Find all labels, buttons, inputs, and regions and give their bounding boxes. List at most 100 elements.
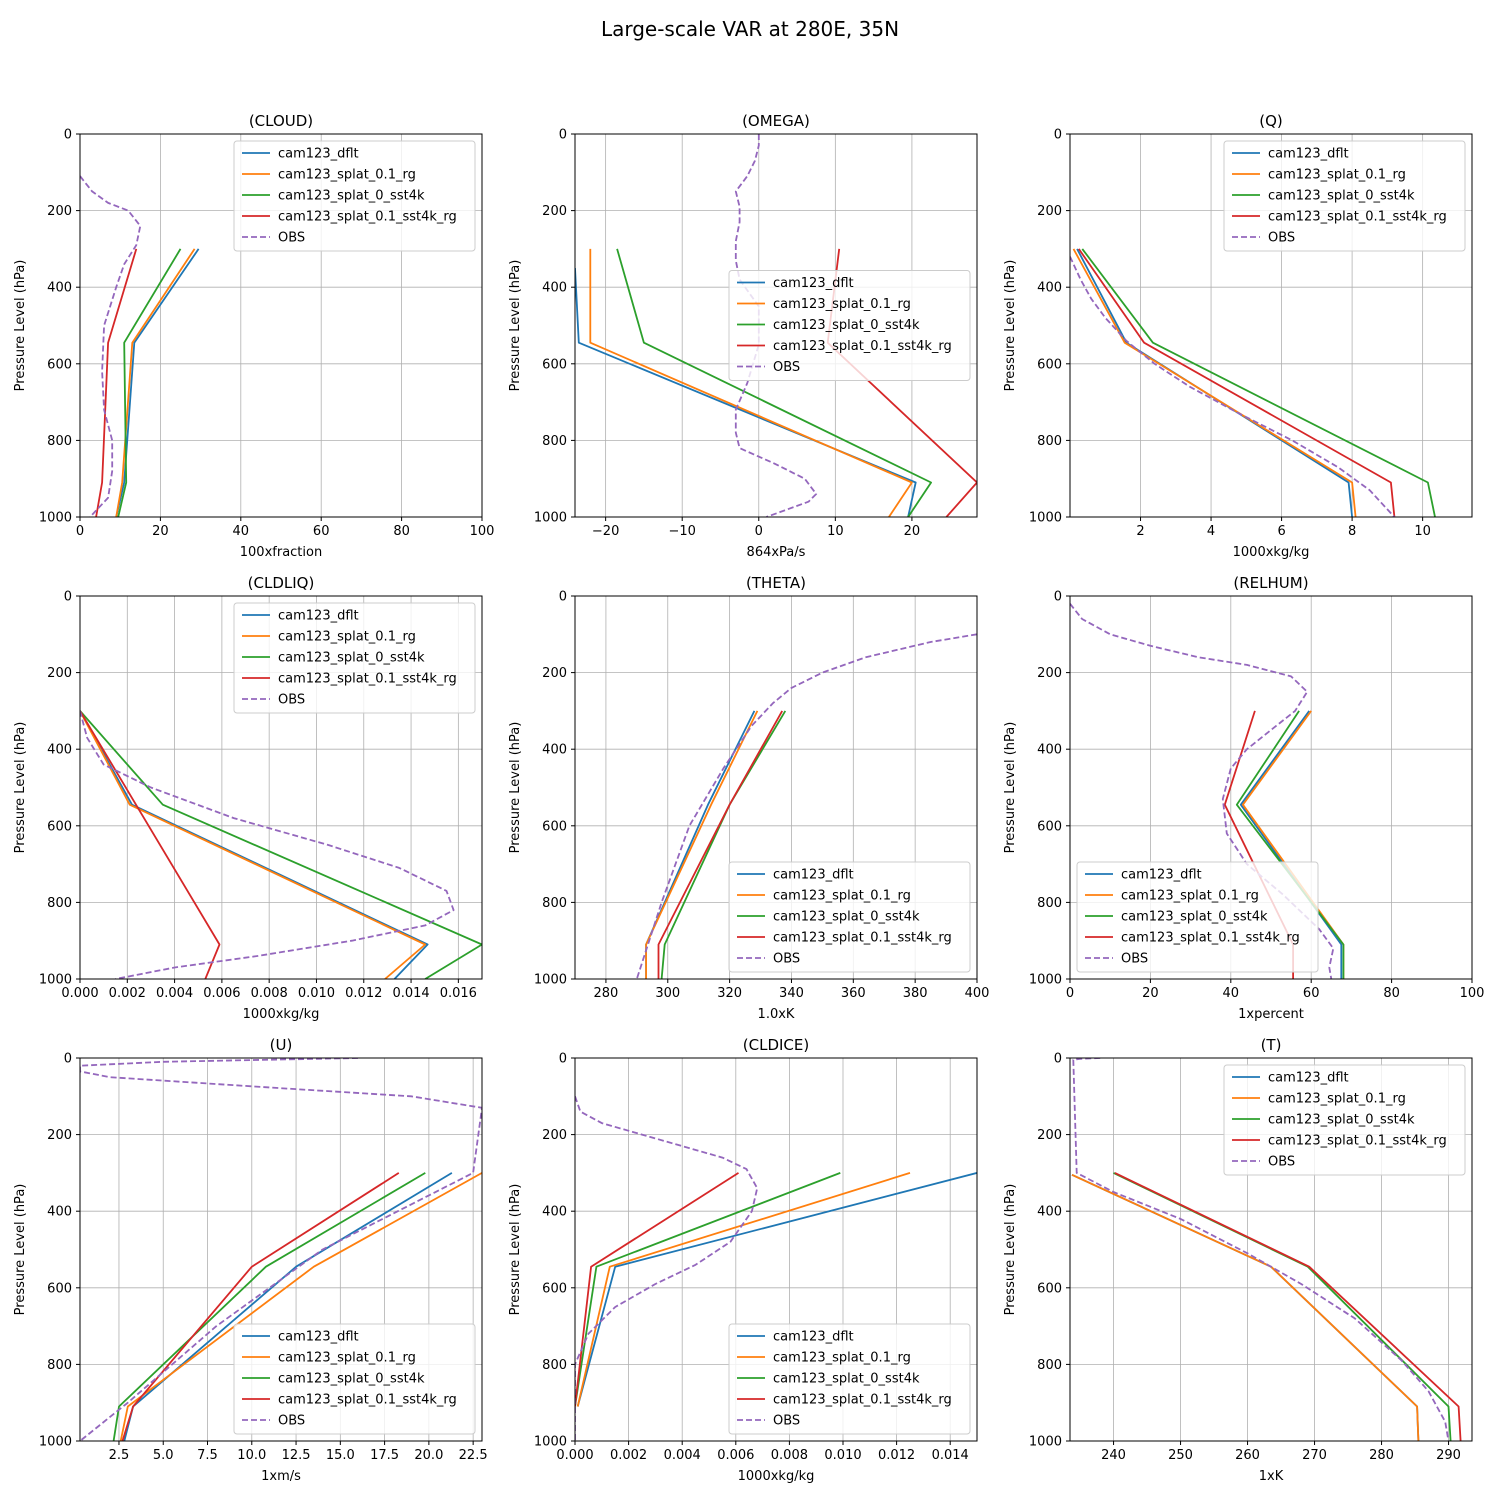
legend-label: cam123_splat_0.1_sst4k_rg (278, 1393, 457, 1408)
x-tick-label: 5.0 (153, 1448, 174, 1463)
y-tick-label: 600 (1037, 819, 1062, 834)
x-tick-label: 0.008 (251, 986, 288, 1001)
panel-title: (RELHUM) (1233, 574, 1308, 592)
series-line-cam123_splat_0.1_rg (645, 710, 759, 979)
y-tick-label: 600 (1037, 357, 1062, 372)
x-axis-label: 100xfraction (240, 545, 322, 560)
x-tick-label: 10.0 (237, 1448, 266, 1463)
series-line-cam123_splat_0.1_rg (115, 248, 196, 517)
plot-frame (574, 133, 978, 518)
y-tick-label: 1000 (39, 973, 72, 988)
legend: cam123_dflt cam123_splat_0.1_rg cam123_spl… (233, 602, 476, 714)
x-tick-label: 0.008 (771, 1448, 808, 1463)
y-tick-label: 600 (542, 819, 567, 834)
y-tick-label: 600 (47, 357, 72, 372)
x-tick-label: 6 (1277, 524, 1285, 539)
panel: 0.000 0.002 0.004 0.006 0.008 0.010 0.012 0.014… (508, 1036, 978, 1484)
series-group (575, 134, 977, 517)
x-tick-label: 100 (1460, 986, 1485, 1001)
x-tick-label: 80 (393, 524, 410, 539)
x-tick-label: 10 (827, 524, 844, 539)
series-line-cam123_splat_0.1_sst4k_rg (1078, 248, 1396, 517)
y-tick-label: 600 (542, 1281, 567, 1296)
legend-label: cam123_dflt (773, 868, 854, 883)
series-group (1070, 248, 1436, 517)
x-tick-label: −20 (592, 524, 619, 539)
legend-label: cam123_splat_0_sst4k (773, 1372, 920, 1387)
x-tick-label: 0.010 (824, 1448, 861, 1463)
y-tick-label: 0 (559, 1052, 567, 1067)
x-tick-label: 0.012 (878, 1448, 915, 1463)
y-tick-label: 800 (1037, 434, 1062, 449)
x-tick-label: 280 (1369, 1448, 1394, 1463)
series-group (575, 1096, 977, 1441)
legend-label: cam123_splat_0_sst4k (773, 910, 920, 925)
legend-label: cam123_splat_0.1_rg (1121, 889, 1259, 904)
series-line-cam123_dflt (115, 248, 200, 517)
panel-grid: 0 20 40 60 80 10002004006008001000(CLOUD)100x… (13, 112, 1484, 1484)
y-axis-label: Pressure Level (hPa) (13, 722, 28, 854)
x-tick-label: 60 (313, 524, 330, 539)
y-tick-label: 0 (64, 590, 72, 605)
x-axis-label: 1000xkg/kg (1233, 545, 1310, 560)
panel-title: (CLDICE) (743, 1036, 809, 1054)
series-line-cam123_dflt (575, 267, 917, 517)
series-line-cam123_dflt (80, 710, 429, 979)
legend: cam123_dflt cam123_splat_0.1_rg cam123_spl… (1076, 861, 1319, 973)
legend-label: cam123_splat_0_sst4k (1121, 910, 1268, 925)
x-tick-label: 340 (779, 986, 804, 1001)
series-line-cam123_splat_0_sst4k (575, 1172, 841, 1407)
x-tick-label: 60 (1303, 986, 1320, 1001)
legend-frame (1223, 140, 1466, 252)
legend-frame (1076, 861, 1319, 973)
series-line-OBS (635, 633, 977, 979)
legend-label: cam123_dflt (1121, 868, 1202, 883)
x-tick-label: 7.5 (197, 1448, 218, 1463)
legend-label: cam123_dflt (278, 147, 359, 162)
panel: 240 250 260 270 280 290 0 200 400 600 800 1000 (T) 1x… (1003, 1036, 1473, 1484)
x-tick-label: 17.5 (370, 1448, 399, 1463)
legend-label: cam123_splat_0_sst4k (1268, 1113, 1415, 1128)
legend-label: cam123_dflt (773, 276, 854, 291)
x-tick-label: 0.006 (717, 1448, 754, 1463)
legend-label: OBS (278, 1414, 305, 1429)
y-axis-label: Pressure Level (hPa) (13, 1184, 28, 1316)
legend-label: cam123_splat_0.1_rg (278, 630, 416, 645)
x-tick-label: 400 (965, 986, 990, 1001)
legend: cam123_dflt cam123_splat_0.1_rg cam123_spl… (1223, 1064, 1466, 1176)
panel: 2 4 6 8 10 0 200 400 600 800 1000 (Q) 1000xkg/kg Pres… (1003, 112, 1473, 560)
legend-label: cam123_splat_0.1_sst4k_rg (278, 210, 457, 225)
series-line-cam123_splat_0.1_sst4k_rg (575, 1172, 739, 1407)
series-line-OBS (575, 1096, 759, 1441)
plot-frame (79, 1057, 483, 1442)
x-tick-label: 320 (717, 986, 742, 1001)
legend-frame (233, 602, 476, 714)
x-tick-label: 0.000 (61, 986, 98, 1001)
series-line-OBS (80, 1058, 482, 1441)
series-line-cam123_splat_0.1_rg (589, 248, 913, 517)
panel: 0.000 0.002 0.004 0.006 0.008 0.010 0.012 0.014… (13, 574, 483, 1022)
x-axis-label: 1xpercent (1238, 1007, 1304, 1022)
x-tick-label: 8 (1348, 524, 1356, 539)
x-tick-label: 0.004 (156, 986, 193, 1001)
x-axis-label: 1xm/s (261, 1469, 301, 1484)
panel-title: (U) (270, 1036, 293, 1054)
legend-label: cam123_dflt (278, 1330, 359, 1345)
legend-label: cam123_splat_0.1_rg (773, 1351, 911, 1366)
legend-label: cam123_splat_0.1_rg (278, 168, 416, 183)
x-tick-label: 0 (1066, 986, 1074, 1001)
legend-label: cam123_splat_0.1_rg (773, 297, 911, 312)
panel-title: (OMEGA) (742, 112, 810, 130)
series-line-cam123_splat_0_sst4k (117, 248, 182, 517)
y-tick-label: 1000 (1029, 1435, 1062, 1450)
y-tick-label: 800 (1037, 1358, 1062, 1373)
y-tick-label: 800 (542, 434, 567, 449)
y-tick-label: 0 (559, 128, 567, 143)
y-axis-label: Pressure Level (hPa) (508, 260, 523, 392)
y-tick-label: 400 (1037, 1205, 1062, 1220)
x-tick-label: 2 (1136, 524, 1144, 539)
panel-title: (Q) (1259, 112, 1283, 130)
y-tick-label: 0 (1054, 590, 1062, 605)
legend-label: OBS (773, 360, 800, 375)
x-tick-label: 0.000 (556, 1448, 593, 1463)
